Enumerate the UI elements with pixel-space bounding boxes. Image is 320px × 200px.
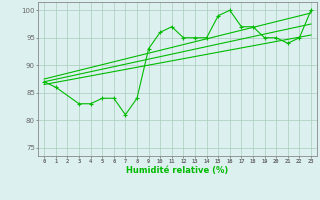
X-axis label: Humidité relative (%): Humidité relative (%) <box>126 166 229 175</box>
